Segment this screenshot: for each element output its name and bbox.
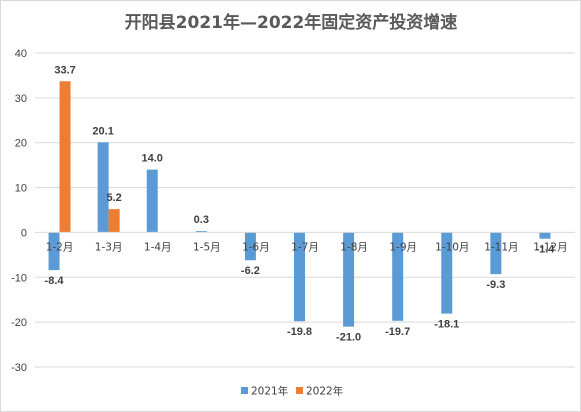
bar bbox=[108, 209, 120, 233]
data-label: -6.2 bbox=[241, 265, 260, 277]
y-tick-label: 20 bbox=[15, 138, 27, 150]
chart-title: 开阳县2021年—2022年固定资产投资增速 bbox=[125, 12, 458, 33]
x-category-label: 1-9月 bbox=[389, 241, 417, 253]
bar bbox=[392, 232, 404, 321]
x-category-label: 1-2月 bbox=[46, 241, 74, 253]
data-label: -9.3 bbox=[486, 279, 505, 291]
y-tick-label: 10 bbox=[15, 183, 27, 195]
data-label: -1.4 bbox=[535, 244, 555, 256]
data-label: -19.7 bbox=[385, 326, 410, 338]
bar bbox=[59, 81, 71, 233]
y-tick-label: 40 bbox=[15, 48, 27, 60]
bar bbox=[48, 232, 60, 271]
x-category-label: 1-10月 bbox=[435, 241, 469, 253]
y-tick-label: -20 bbox=[11, 317, 27, 329]
bar bbox=[539, 232, 551, 239]
y-tick-label: -10 bbox=[11, 272, 27, 284]
data-label: 0.3 bbox=[194, 214, 209, 226]
bar bbox=[441, 232, 453, 314]
y-tick-label: -30 bbox=[11, 362, 27, 374]
x-category-label: 1-8月 bbox=[340, 241, 368, 253]
x-category-label: 1-6月 bbox=[242, 241, 270, 253]
data-label: 14.0 bbox=[142, 153, 163, 165]
y-tick-label: 0 bbox=[21, 227, 27, 239]
x-axis-categories: 1-2月 1-3月 1-4月 1-5月 1-6月 1-7月 1-8月 1-9月 1-10月 1-1… bbox=[46, 241, 568, 253]
x-category-label: 1-4月 bbox=[144, 241, 172, 253]
legend-swatch bbox=[296, 387, 303, 394]
bar bbox=[244, 232, 256, 261]
data-label: 20.1 bbox=[92, 125, 113, 137]
legend-label: 2022年 bbox=[306, 385, 343, 398]
legend-label: 2021年 bbox=[251, 385, 288, 398]
data-label: -19.8 bbox=[287, 326, 312, 338]
x-category-label: 1-12月 bbox=[533, 241, 567, 253]
bar bbox=[490, 232, 502, 275]
bar bbox=[294, 232, 305, 322]
data-label: -18.1 bbox=[434, 319, 459, 331]
x-category-label: 1-5月 bbox=[193, 241, 221, 253]
bars bbox=[48, 81, 551, 327]
legend-swatch bbox=[241, 387, 248, 394]
bar bbox=[97, 142, 109, 233]
data-label: -8.4 bbox=[45, 275, 65, 287]
data-label: -21.0 bbox=[336, 332, 361, 344]
data-label: 33.7 bbox=[54, 64, 75, 76]
bar bbox=[343, 232, 355, 327]
bar bbox=[146, 169, 158, 233]
y-axis-ticks: 40 30 20 10 0 -10 -20 -30 bbox=[11, 48, 27, 374]
data-labels: -8.4 20.1 14.0 0.3 -6.2 -19.8 -21.0 -19.7 -18.1 -… bbox=[45, 64, 556, 343]
x-category-label: 1-3月 bbox=[95, 241, 123, 253]
y-tick-label: 30 bbox=[15, 93, 27, 105]
bar bbox=[195, 231, 207, 233]
legend: 2021年 2022年 bbox=[241, 385, 343, 398]
data-label: 5.2 bbox=[106, 192, 121, 204]
x-category-label: 1-7月 bbox=[291, 241, 319, 253]
x-category-label: 1-11月 bbox=[484, 241, 518, 253]
